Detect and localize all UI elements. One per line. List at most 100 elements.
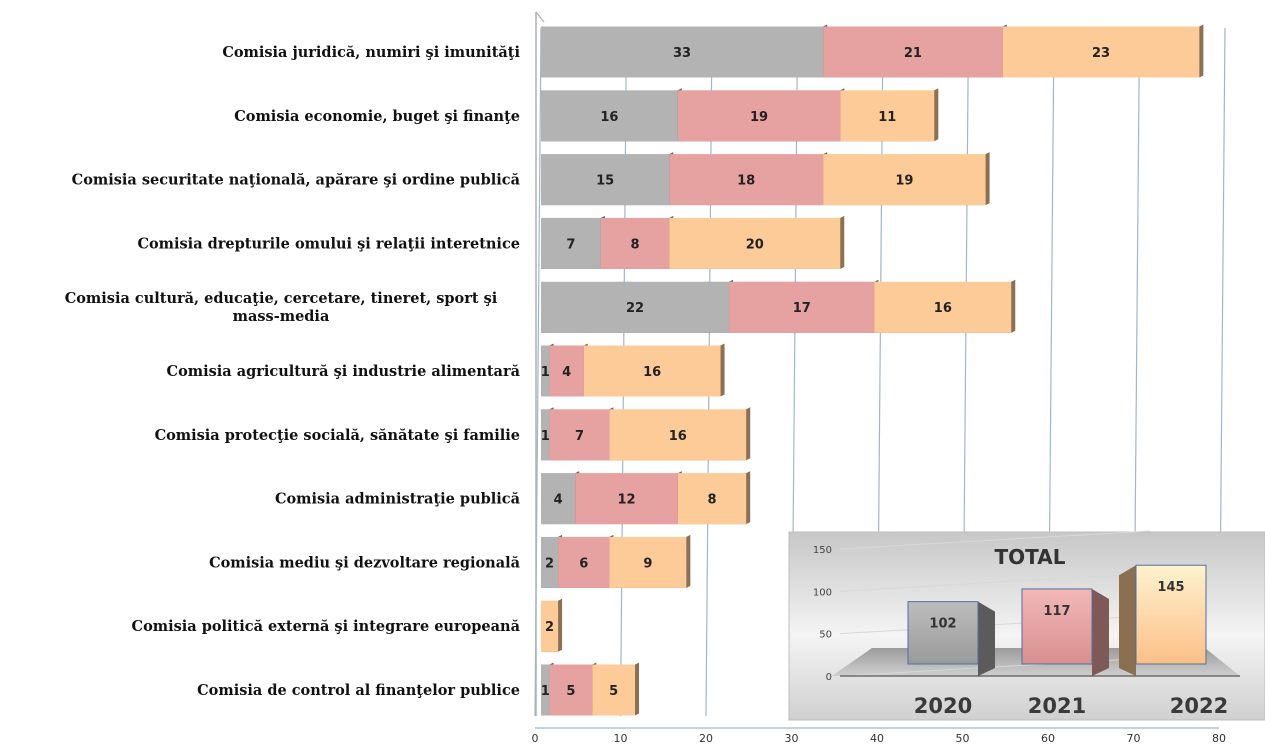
bar-value-label: 15 [596,174,614,189]
inset-bar-2022 [1135,564,1207,665]
bar-value-label: 22 [626,301,644,316]
bar-segment-9-2 [541,600,559,652]
bar-segment-6-0 [541,409,550,461]
bar-value-label: 20 [746,237,764,252]
bar-value-label: 4 [562,365,571,380]
bar-segment-1-0 [541,90,678,142]
bar-value-label: 6 [579,556,588,571]
bar-value-label: 11 [878,110,896,125]
bar-value-label: 8 [631,237,640,252]
total-inset-chart: 0 50 100 150 TOTAL 102 2020 117 2021 145 2022 [788,530,1265,721]
bar-segment-7-2 [677,473,747,525]
inset-year-label: 2020 [914,694,972,718]
bar-segment-7-0 [541,473,576,525]
category-labels: Comisia juridică, numiri şi imunităţi Com… [65,44,521,699]
inset-tick-label: 100 [813,587,832,598]
x-axis: 0 10 20 30 40 50 60 70 80 [532,727,1226,745]
inset-tick-label: 150 [813,545,832,556]
category-label: Comisia drepturile omului şi relaţii int… [137,235,520,252]
bar-segment-8-0 [541,536,559,588]
bar-value-label: 18 [737,174,755,189]
category-label: Comisia politică externă şi integrare eu… [132,618,521,635]
bar-value-label: 19 [895,174,913,189]
bar-value-label: 2 [545,620,554,635]
bar-value-label: 7 [575,429,584,444]
bar-value-label: 2 [545,556,554,571]
bar-value-label: 5 [566,684,575,699]
bar-segment-10-1 [549,664,593,716]
gridline-0 [534,27,542,717]
inset-gridline [839,530,1151,550]
category-label: Comisia economie, buget şi finanţe [234,108,520,125]
inset-tick-label: 50 [819,630,832,641]
x-tick-label-10: 10 [614,732,628,745]
bar-segment-0-2 [1002,26,1200,78]
bar-segment-4-0 [541,281,730,333]
bar-segment-2-0 [541,154,670,206]
bar-segment-3-0 [541,217,601,269]
bar-value-label: 1 [541,684,550,699]
bar-segment-1-1 [677,90,841,142]
bar-segment-0-1 [823,26,1003,78]
inset-year-label: 2022 [1170,694,1228,718]
bar-segment-0-0 [541,26,824,78]
inset-bar-side [1119,565,1136,676]
inset-bar-side [978,601,995,676]
bar-segment-5-1 [549,345,584,397]
bar-value-label: 33 [673,46,691,61]
bar-value-label: 7 [566,237,575,252]
bar-value-label: 5 [609,684,618,699]
x-tick-label-40: 40 [870,732,884,745]
bar-value-label: 8 [707,493,716,508]
bar-segment-8-1 [558,536,610,588]
bar-segment-2-1 [669,154,824,206]
bar-value-label: 4 [554,493,563,508]
bar-segment-10-0 [541,664,550,716]
bar-segment-6-1 [549,409,610,461]
bar-segment-6-2 [609,409,747,461]
category-label: Comisia agricultură şi industrie aliment… [167,363,521,380]
bar-segment-3-1 [600,217,670,269]
category-label: Comisia protecţie socială, sănătate şi f… [155,427,520,444]
category-label: Comisia juridică, numiri şi imunităţi [222,44,520,61]
bar-value-label: 21 [904,46,922,61]
category-label: Comisia mediu şi dezvoltare regională [209,554,521,571]
x-tick-label-20: 20 [699,732,713,745]
bar-value-label: 1 [541,429,550,444]
inset-value-label: 145 [1157,580,1184,595]
bar-segment-10-2 [592,664,636,716]
y-axis-wall-top [535,11,545,23]
bar-value-label: 23 [1092,46,1110,61]
bar-value-label: 17 [793,301,811,316]
x-tick-label-50: 50 [956,732,970,745]
inset-bar-2021 [1021,588,1093,665]
bar-segment-3-2 [669,217,841,269]
inset-value-label: 102 [929,617,956,632]
category-label: Comisia cultură, educaţie, cercetare, ti… [65,290,498,325]
bar-value-label: 16 [934,301,952,316]
category-label: Comisia de control al finanţelor publice [197,682,520,699]
bar-segment-2-2 [823,154,986,206]
bar-segment-8-2 [609,536,687,588]
bar-segment-4-1 [729,281,875,333]
x-tick-label-80: 80 [1212,732,1226,745]
bar-segment-5-0 [541,345,550,397]
category-label: Comisia administraţie publică [275,491,521,508]
category-label: Comisia securitate naţională, apărare şi… [72,172,521,189]
inset-gridline [839,572,1151,592]
bar-segment-1-2 [840,90,935,142]
bar-value-label: 9 [643,556,652,571]
bar-value-label: 19 [750,110,768,125]
x-tick-label-70: 70 [1127,732,1141,745]
inset-tick-label: 0 [826,672,832,683]
bar-value-label: 12 [617,493,635,508]
bar-segment-4-2 [874,281,1012,333]
inset-value-label: 117 [1043,604,1070,619]
bar-value-label: 1 [541,365,550,380]
inset-bar-side [1092,588,1109,676]
inset-year-label: 2021 [1028,694,1086,718]
x-tick-label-0: 0 [532,732,539,745]
inset-title: TOTAL [995,545,1066,569]
